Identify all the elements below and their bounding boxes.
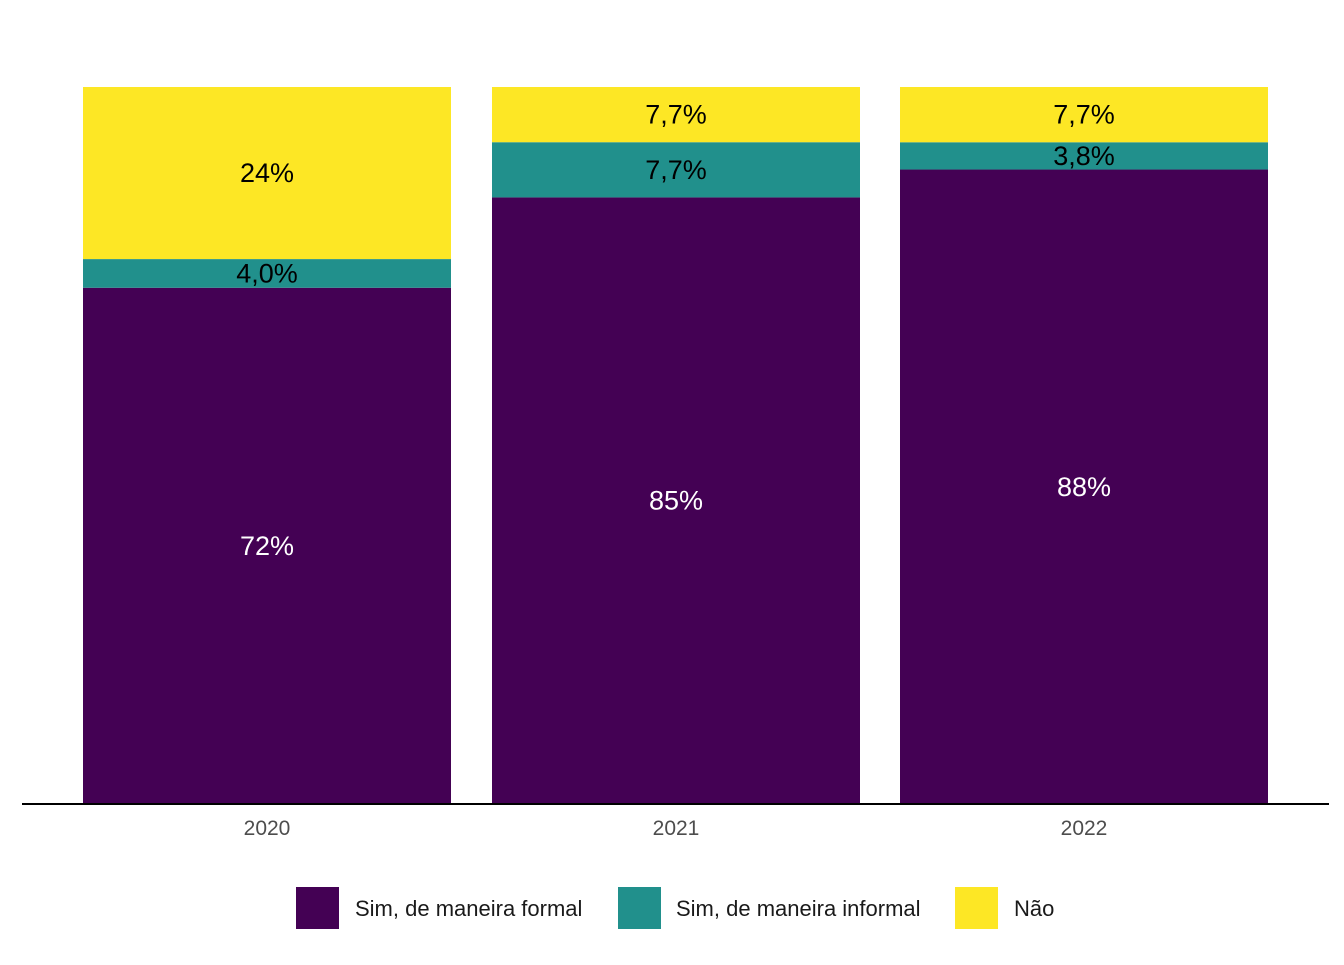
data-label-2020-sim-de-maneira-informal: 4,0% — [236, 258, 298, 288]
legend-label-sim-de-maneira-informal: Sim, de maneira informal — [676, 896, 921, 921]
legend-key-sim-de-maneira-formal — [296, 887, 339, 929]
x-tick-label-2021: 2021 — [653, 817, 700, 840]
bar-segment-2021-sim-de-maneira-formal — [492, 197, 860, 805]
legend-label-nao: Não — [1014, 896, 1054, 921]
x-tick-label-2022: 2022 — [1061, 817, 1108, 840]
x-axis-tick-labels: 2020 2021 2022 — [244, 817, 1108, 840]
x-tick-label-2020: 2020 — [244, 817, 291, 840]
bar-segment-2020-nao — [83, 87, 451, 260]
legend-label-sim-de-maneira-formal: Sim, de maneira formal — [355, 896, 582, 921]
legend: Sim, de maneira formal Sim, de maneira in… — [296, 887, 1054, 929]
bar-segment-2022-sim-de-maneira-informal — [900, 142, 1268, 170]
bar-segment-2021-nao — [492, 87, 860, 143]
bars-layer — [83, 87, 1268, 805]
data-label-2020-nao: 24% — [240, 158, 294, 188]
data-label-2020-sim-de-maneira-formal: 72% — [240, 531, 294, 561]
bar-segment-2020-sim-de-maneira-informal — [83, 259, 451, 288]
bar-segment-2022-sim-de-maneira-formal — [900, 169, 1268, 804]
data-label-2021-nao: 7,7% — [645, 100, 707, 130]
data-label-2022-sim-de-maneira-informal: 3,8% — [1053, 141, 1115, 171]
legend-key-nao — [955, 887, 998, 929]
data-labels-layer: 72% 4,0% 24% 85% 7,7% 7,7% 88% 3,8% 7,7% — [236, 100, 1115, 561]
data-label-2021-sim-de-maneira-formal: 85% — [649, 486, 703, 516]
bar-segment-2022-nao — [900, 87, 1268, 143]
data-label-2021-sim-de-maneira-informal: 7,7% — [645, 155, 707, 185]
bar-segment-2021-sim-de-maneira-informal — [492, 142, 860, 198]
data-label-2022-sim-de-maneira-formal: 88% — [1057, 472, 1111, 502]
legend-key-sim-de-maneira-informal — [618, 887, 661, 929]
data-label-2022-nao: 7,7% — [1053, 100, 1115, 130]
bar-segment-2020-sim-de-maneira-formal — [83, 287, 451, 804]
